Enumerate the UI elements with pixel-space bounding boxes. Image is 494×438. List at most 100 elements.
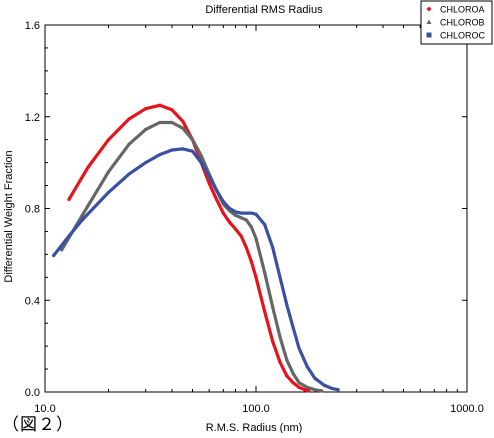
data-point: [221, 211, 225, 215]
data-point: [330, 386, 334, 391]
data-point: [190, 149, 195, 153]
data-point: [144, 161, 148, 165]
data-point: [244, 218, 248, 222]
legend-marker-triangle: [426, 19, 432, 24]
data-point: [291, 372, 295, 376]
data-point: [305, 385, 309, 390]
data-point: [170, 120, 174, 125]
chart-title: Differential RMS Radius: [205, 4, 323, 16]
data-point: [336, 388, 340, 392]
data-point: [244, 211, 248, 215]
data-point: [199, 161, 203, 165]
data-point: [285, 358, 289, 362]
data-point: [158, 152, 162, 157]
data-point: [233, 210, 238, 214]
series-line-chlorob: [60, 120, 324, 393]
figure-label: （図２）: [2, 415, 74, 435]
data-point: [271, 305, 275, 309]
plot-frame: [44, 24, 468, 393]
data-point: [158, 103, 162, 107]
data-point: [254, 275, 258, 279]
data-point: [271, 339, 275, 344]
data-point: [67, 234, 71, 238]
y-tick-label: 0.4: [25, 295, 40, 307]
data-point: [271, 245, 275, 250]
data-point: [221, 200, 225, 204]
data-point: [239, 234, 243, 238]
data-point: [313, 376, 317, 380]
data-point: [214, 197, 219, 201]
data-point: [297, 381, 301, 385]
data-point: [199, 154, 203, 158]
legend-label: CHLOROA: [440, 5, 485, 15]
data-point: [254, 236, 258, 240]
legend-box: [420, 0, 493, 45]
data-point: [285, 303, 289, 307]
data-point: [106, 190, 111, 195]
data-point: [60, 248, 64, 252]
data-point: [313, 388, 317, 392]
y-axis-label: Differential Weight Fraction: [3, 150, 15, 282]
data-point: [297, 346, 301, 351]
data-point: [214, 188, 219, 192]
data-point: [249, 225, 253, 229]
data-point: [170, 108, 174, 112]
data-point: [239, 211, 243, 215]
data-point: [190, 138, 195, 142]
x-tick-label: 1000.0: [450, 403, 484, 415]
x-axis-label: R.M.S. Radius (nm): [206, 422, 303, 433]
data-point: [144, 107, 148, 111]
data-point: [244, 245, 248, 250]
data-point: [249, 211, 253, 215]
legend-label: CHLOROB: [440, 18, 485, 28]
data-point: [80, 213, 84, 217]
data-point: [303, 388, 307, 392]
legend-marker-square: [426, 32, 432, 38]
x-tick-label: 100.0: [242, 403, 270, 415]
data-point: [263, 271, 267, 275]
data-point: [239, 216, 243, 220]
data-point: [263, 222, 267, 227]
data-point: [67, 197, 71, 201]
data-point: [263, 310, 267, 314]
data-point: [181, 119, 185, 123]
data-point: [291, 381, 295, 385]
data-point: [207, 174, 211, 178]
x-tick-label: 10.0: [34, 403, 55, 415]
data-point: [170, 148, 174, 152]
y-tick-label: 1.6: [25, 20, 40, 32]
data-point: [320, 389, 324, 393]
data-point: [278, 335, 282, 339]
data-point: [52, 253, 56, 258]
data-point: [106, 138, 111, 142]
data-point: [322, 383, 326, 387]
data-point: [158, 120, 162, 125]
y-tick-label: 1.2: [25, 112, 40, 124]
data-point: [285, 374, 289, 378]
data-point: [127, 172, 131, 176]
data-point: [254, 212, 258, 216]
data-point: [80, 218, 84, 222]
data-point: [228, 220, 232, 224]
data-point: [228, 206, 232, 211]
data-point: [181, 147, 185, 151]
data-point: [233, 213, 238, 217]
legend-label: CHLOROC: [440, 31, 486, 41]
data-point: [307, 389, 311, 393]
data-point: [86, 165, 90, 169]
data-point: [291, 326, 295, 330]
data-point: [127, 142, 131, 146]
data-point: [278, 275, 282, 279]
data-point: [278, 360, 282, 364]
data-point: [207, 181, 211, 185]
data-point: [249, 259, 253, 263]
data-point: [305, 365, 309, 369]
data-point: [127, 117, 131, 121]
y-tick-label: 0.0: [25, 387, 40, 399]
series-line-chloroc: [52, 147, 340, 392]
data-point: [233, 227, 238, 231]
data-point: [106, 170, 111, 174]
data-point: [181, 126, 185, 130]
